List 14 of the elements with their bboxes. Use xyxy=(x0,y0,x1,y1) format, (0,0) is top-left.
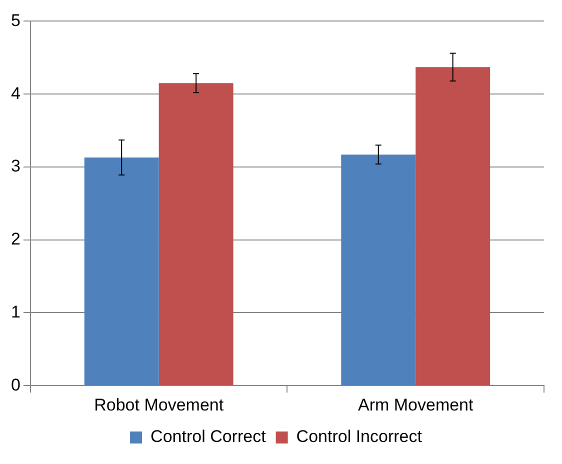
x-tick-label: Arm Movement xyxy=(358,395,474,414)
y-tick-label: 5 xyxy=(10,10,20,30)
bar xyxy=(416,67,490,386)
legend-label: Control Correct xyxy=(150,427,266,446)
x-tick-label: Robot Movement xyxy=(94,395,224,414)
legend-label: Control Incorrect xyxy=(296,427,422,446)
y-tick-label: 1 xyxy=(10,302,20,322)
bar xyxy=(158,83,234,386)
y-tick-label: 2 xyxy=(10,230,20,249)
bar xyxy=(84,157,159,386)
y-tick-label: 4 xyxy=(10,84,20,103)
bar xyxy=(341,154,416,386)
y-tick-label: 3 xyxy=(10,156,20,176)
y-tick-label: 0 xyxy=(10,375,20,394)
